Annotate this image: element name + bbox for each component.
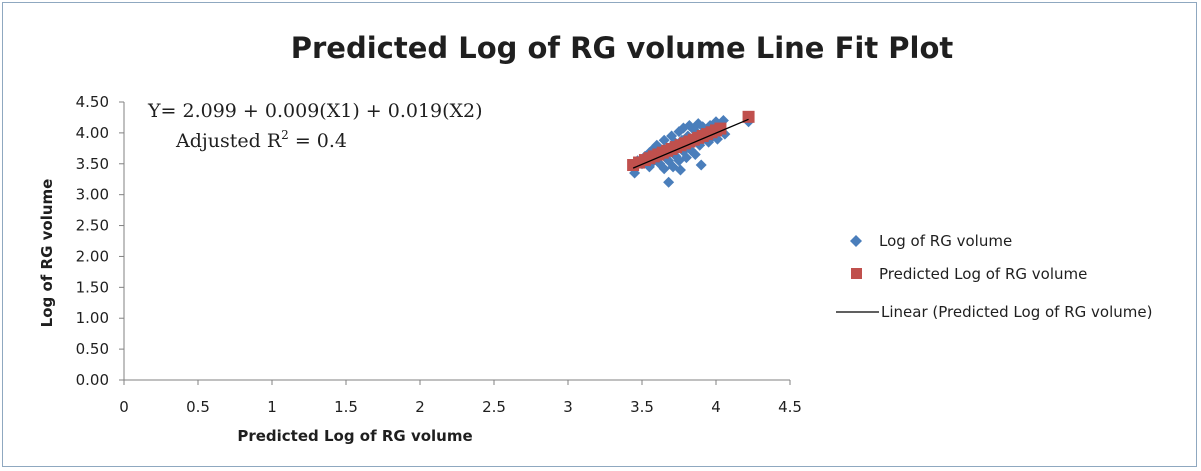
r2-superscript: 2	[281, 128, 289, 142]
x-axis-title: Predicted Log of RG volume	[237, 427, 472, 445]
predicted-point	[714, 122, 727, 135]
y-ticks: 0.00 0.50 1.00 1.50 2.00 2.50 3.00 3.50 4.00 4.50	[76, 93, 124, 389]
observed-point	[680, 152, 692, 164]
legend-label-observed: Log of RG volume	[879, 232, 1012, 250]
x-tick-label: 0	[119, 398, 129, 416]
x-tick-label: 4.5	[778, 398, 802, 416]
legend-item-linear: Linear (Predicted Log of RG volume)	[836, 303, 1152, 321]
r2-suffix: = 0.4	[289, 130, 347, 152]
observed-point	[663, 176, 675, 188]
legend-label-linear: Linear (Predicted Log of RG volume)	[881, 303, 1152, 321]
predicted-point	[742, 110, 755, 123]
y-tick-label: 3.50	[76, 155, 109, 173]
plot-area: 0 0.5 1 1.5 2 2.5 3 3.5 4 4.5 0.00 0.50 1.00 1.50 2.0…	[76, 93, 802, 416]
legend-diamond-marker	[850, 235, 862, 247]
y-tick-label: 4.00	[76, 124, 109, 142]
x-tick-label: 3.5	[630, 398, 654, 416]
observed-point	[658, 163, 670, 175]
observed-point	[677, 122, 689, 134]
x-tick-label: 1	[267, 398, 277, 416]
x-tick-label: 0.5	[186, 398, 210, 416]
legend-item-observed: Log of RG volume	[850, 232, 1012, 250]
y-tick-label: 1.00	[76, 309, 109, 327]
r2-prefix: Adjusted R	[175, 130, 282, 152]
y-tick-label: 0.50	[76, 340, 109, 358]
x-ticks: 0 0.5 1 1.5 2 2.5 3 3.5 4 4.5	[119, 380, 802, 416]
legend-item-predicted: Predicted Log of RG volume	[851, 265, 1087, 283]
x-tick-label: 3	[563, 398, 573, 416]
legend-square-marker	[851, 268, 862, 279]
x-tick-label: 1.5	[334, 398, 358, 416]
y-tick-label: 2.50	[76, 217, 109, 235]
y-tick-label: 3.00	[76, 186, 109, 204]
observed-point	[674, 164, 686, 176]
linear-trendline	[632, 118, 749, 169]
adjusted-r2: Adjusted R2 = 0.4	[175, 128, 347, 152]
series-layer	[627, 110, 755, 188]
legend-label-predicted: Predicted Log of RG volume	[879, 265, 1087, 283]
chart-title: Predicted Log of RG volume Line Fit Plot	[291, 31, 954, 65]
y-tick-label: 1.50	[76, 278, 109, 296]
y-tick-label: 0.00	[76, 371, 109, 389]
legend: Log of RG volume Predicted Log of RG vol…	[836, 232, 1152, 321]
y-axis-title: Log of RG volume	[38, 179, 56, 328]
y-tick-label: 4.50	[76, 93, 109, 111]
x-tick-label: 2.5	[482, 398, 506, 416]
x-tick-label: 2	[415, 398, 425, 416]
x-tick-label: 4	[711, 398, 721, 416]
y-tick-label: 2.00	[76, 247, 109, 265]
observed-point	[695, 159, 707, 171]
observed-point	[689, 149, 701, 161]
chart-svg: Predicted Log of RG volume Line Fit Plot…	[38, 31, 1152, 445]
regression-equation: Y= 2.099 + 0.009(X1) + 0.019(X2)	[147, 100, 483, 122]
regression-annotation: Y= 2.099 + 0.009(X1) + 0.019(X2) Adjuste…	[147, 100, 483, 152]
